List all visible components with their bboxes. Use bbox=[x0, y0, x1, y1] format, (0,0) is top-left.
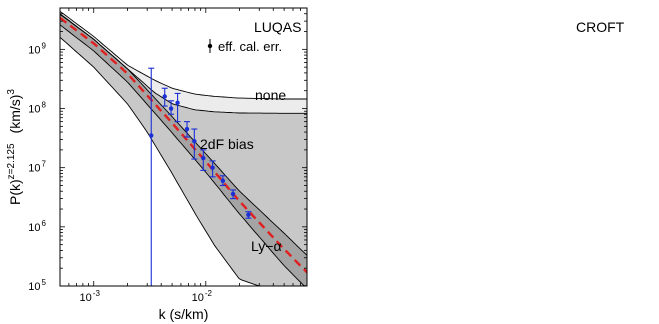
plot-frame bbox=[383, 8, 630, 286]
band-ly-alpha bbox=[383, 14, 630, 286]
y-tick-exponent: 9 bbox=[42, 41, 47, 50]
panel-luqas: LUQAS 10-3 10-2 105 106 107 108 109 k (s/km) P(k… bbox=[6, 7, 630, 322]
data-point bbox=[175, 100, 180, 105]
data-points bbox=[148, 67, 252, 286]
y-tick-label: 105 bbox=[351, 278, 369, 293]
fit-line bbox=[60, 16, 307, 274]
y-tick-label: 109 bbox=[28, 41, 46, 56]
y-tick-label: 108 bbox=[28, 101, 46, 116]
panel-label: CROFT bbox=[576, 19, 625, 35]
fit-line bbox=[383, 18, 630, 273]
y-tick-label: 106 bbox=[28, 219, 46, 234]
y-tick-exponent: 5 bbox=[42, 278, 47, 287]
x-tick-label: 10-3 bbox=[80, 289, 101, 304]
data-point bbox=[246, 212, 251, 217]
data-point bbox=[488, 114, 492, 118]
y-tick-exponent: 9 bbox=[365, 41, 370, 50]
y-tick-label: 106 bbox=[351, 219, 369, 234]
y-tick-label: 108 bbox=[351, 101, 369, 116]
data-point bbox=[499, 142, 503, 146]
data-point bbox=[162, 94, 167, 99]
y-axis-label-redshift: z=2.72 bbox=[329, 146, 340, 177]
data-point bbox=[192, 139, 197, 144]
band-edge-line bbox=[60, 14, 307, 256]
region-label-2df-bias: 2dF bias bbox=[200, 136, 254, 152]
x-tick-exponent: -2 bbox=[205, 289, 213, 298]
data-point bbox=[574, 222, 578, 226]
x-axis-label: k (s/km) bbox=[159, 306, 209, 322]
data-point bbox=[230, 191, 236, 197]
data-point bbox=[473, 69, 477, 73]
band-edge-line bbox=[383, 25, 630, 286]
band-2df-bias bbox=[383, 14, 630, 286]
data-point bbox=[220, 178, 226, 184]
data-point bbox=[184, 126, 190, 132]
y-tick-label: 107 bbox=[351, 160, 369, 175]
x-tick-label: 10-3 bbox=[403, 289, 424, 304]
data-point bbox=[509, 130, 513, 134]
band-edge-line bbox=[383, 14, 630, 255]
legend-label: eff. cal. err. bbox=[218, 39, 282, 54]
y-axis-label: P(k)z=2.72 (km/s)3 bbox=[329, 91, 346, 202]
band-edge-line bbox=[60, 24, 307, 286]
y-axis-label-units: (km/s) bbox=[330, 97, 346, 136]
band-edge-line bbox=[60, 10, 307, 100]
x-axis-label: k (s/km) bbox=[482, 306, 532, 322]
y-tick-label: 109 bbox=[351, 41, 369, 56]
x-tick-label: 10-2 bbox=[515, 289, 536, 304]
x-tick-label: 10-2 bbox=[192, 289, 213, 304]
data-point bbox=[201, 155, 206, 161]
y-axis-label-units-exp: 3 bbox=[6, 89, 17, 95]
x-tick-exponent: -3 bbox=[93, 289, 101, 298]
y-axis-label-main: P(k) bbox=[7, 179, 23, 205]
plot-frame bbox=[59, 7, 308, 287]
band-none bbox=[60, 11, 307, 114]
y-axis-label-units: (km/s) bbox=[7, 95, 23, 134]
bands: 10-3 10-2 105 106 107 108 109 k (s/km) P(k)z=2.7… bbox=[60, 8, 630, 322]
region-label-none: none bbox=[578, 87, 609, 103]
y-axis-label-units-exp: 3 bbox=[329, 91, 340, 97]
data-point bbox=[534, 174, 538, 178]
band-edge-line bbox=[383, 37, 630, 286]
y-tick-label: 105 bbox=[28, 278, 46, 293]
band-ly-alpha bbox=[60, 14, 307, 286]
y-axis-label: P(k)z=2.125 (km/s)3 bbox=[6, 89, 23, 205]
bands bbox=[383, 11, 630, 286]
data-point bbox=[210, 165, 215, 170]
legend-label: eff. cal. err. bbox=[541, 39, 605, 54]
region-label-2df-bias: 2dF bias bbox=[523, 136, 577, 152]
data-point bbox=[521, 151, 525, 155]
y-tick-exponent: 5 bbox=[365, 278, 370, 287]
y-axis-label-redshift: z=2.125 bbox=[6, 143, 17, 179]
region-label-ly-alpha: Ly−α bbox=[251, 238, 282, 254]
y-tick-exponent: 7 bbox=[42, 160, 47, 169]
x-tick-exponent: -2 bbox=[528, 289, 536, 298]
data-point bbox=[560, 207, 564, 211]
y-tick-label: 107 bbox=[28, 160, 46, 175]
data-points bbox=[472, 62, 579, 228]
data-point bbox=[168, 106, 174, 111]
legend-marker bbox=[531, 44, 535, 48]
panel-label: LUQAS bbox=[254, 19, 301, 35]
y-tick-exponent: 6 bbox=[365, 219, 370, 228]
x-tick-exponent: -3 bbox=[416, 289, 424, 298]
data-point bbox=[546, 190, 550, 194]
region-label-none: none bbox=[255, 87, 286, 103]
data-point bbox=[149, 133, 154, 138]
region-label-ly-alpha: Ly−α bbox=[574, 238, 605, 254]
panel-croft: CROFT bbox=[576, 19, 625, 35]
legend-marker bbox=[207, 43, 213, 49]
y-tick-exponent: 7 bbox=[365, 160, 370, 169]
y-tick-exponent: 6 bbox=[42, 219, 47, 228]
y-tick-exponent: 8 bbox=[365, 101, 370, 110]
y-tick-exponent: 8 bbox=[42, 101, 47, 110]
band-edge-line bbox=[60, 36, 307, 286]
y-axis-label-main: P(k) bbox=[330, 177, 346, 203]
